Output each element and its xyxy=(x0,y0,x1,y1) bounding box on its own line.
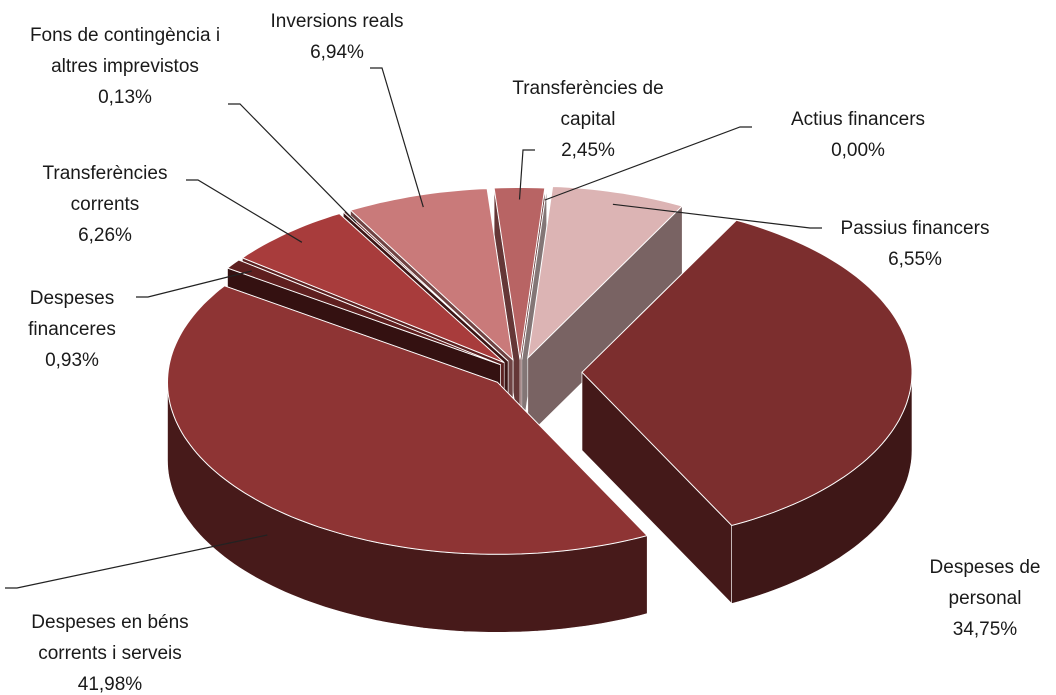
slice-label: Passius financers 6,55% xyxy=(805,213,1025,275)
value-label: 2,45% xyxy=(561,140,615,161)
leader-line xyxy=(136,270,252,298)
slice-label: Despeses de personal 34,75% xyxy=(900,552,1056,645)
slice-label: Transferències corrents 6,26% xyxy=(10,158,200,251)
value-label: 6,94% xyxy=(310,42,364,63)
slice-label: Actius financers 0,00% xyxy=(753,104,963,166)
leader-line xyxy=(5,534,268,589)
category-name: Passius financers xyxy=(840,218,990,239)
slice xyxy=(581,219,913,527)
category-name: Inversions reals xyxy=(270,11,404,32)
leader-line xyxy=(518,149,535,200)
value-label: 0,00% xyxy=(831,140,885,161)
slice xyxy=(342,210,509,362)
category-name: Actius financers xyxy=(790,109,926,130)
value-label: 34,75% xyxy=(952,619,1018,640)
slice-label: Despeses financeres 0,93% xyxy=(2,283,142,376)
value-label: 41,98% xyxy=(77,674,143,695)
slice-label: Fons de contingència i altres imprevisto… xyxy=(20,20,230,113)
value-label: 0,93% xyxy=(45,350,99,371)
category-name: Fons de contingència i altres imprevisto… xyxy=(29,25,221,77)
value-label: 6,26% xyxy=(78,225,132,246)
slice-label: Transferències de capital 2,45% xyxy=(483,73,693,166)
category-name: Transferències de capital xyxy=(512,78,664,130)
value-label: 6,55% xyxy=(888,249,942,270)
leader-line xyxy=(370,67,424,208)
leader-line xyxy=(544,126,752,201)
slice xyxy=(226,259,501,366)
leader-line xyxy=(186,179,303,243)
category-name: Despeses financeres xyxy=(28,288,116,340)
slice-label: Despeses en béns corrents i serveis 41,98… xyxy=(0,607,225,695)
slice xyxy=(527,185,684,360)
slice xyxy=(521,187,548,360)
slice-label: Inversions reals 6,94% xyxy=(237,6,437,68)
category-name: Transferències corrents xyxy=(42,163,168,215)
leader-line xyxy=(228,103,357,223)
slice xyxy=(349,188,514,362)
category-name: Despeses en béns corrents i serveis xyxy=(31,612,189,664)
slice xyxy=(493,187,546,360)
leader-line xyxy=(612,203,822,229)
value-label: 0,13% xyxy=(98,87,152,108)
slice xyxy=(166,285,649,555)
category-name: Despeses de personal xyxy=(929,557,1041,609)
